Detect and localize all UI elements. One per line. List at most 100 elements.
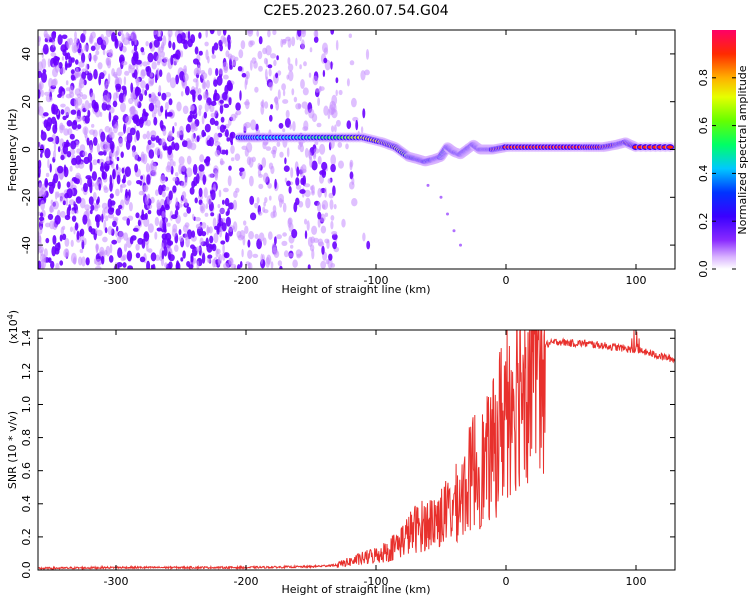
y-tick-label: 1.2 xyxy=(20,363,33,381)
noise-blob xyxy=(139,256,146,263)
noise-blob xyxy=(131,235,137,241)
noise-blob xyxy=(272,30,277,36)
noise-blob xyxy=(227,82,234,92)
noise-blob xyxy=(186,206,191,214)
noise-blob xyxy=(190,34,196,44)
noise-blob xyxy=(49,163,52,173)
snr-y-ticks: 0.0 0.2 0.4 0.6 0.8 1.0 1.2 1.4 xyxy=(20,330,675,579)
noise-blob xyxy=(223,103,230,108)
noise-blob xyxy=(161,210,166,218)
noise-blob xyxy=(310,236,316,244)
noise-blob xyxy=(230,113,237,122)
noise-blob xyxy=(154,147,161,156)
noise-blob xyxy=(52,104,59,115)
noise-blob xyxy=(70,69,75,75)
noise-blob xyxy=(59,124,66,131)
noise-blob xyxy=(135,212,140,219)
noise-blob xyxy=(70,109,77,115)
noise-blob xyxy=(274,96,279,105)
noise-blob xyxy=(241,72,247,78)
noise-blob xyxy=(60,103,66,108)
noise-blob xyxy=(213,42,219,51)
noise-blob xyxy=(175,197,178,207)
noise-blob xyxy=(227,208,230,216)
faint-branch-point xyxy=(446,212,449,216)
noise-blob xyxy=(115,89,119,99)
noise-blob xyxy=(147,52,154,63)
noise-blob xyxy=(223,262,230,269)
noise-blob xyxy=(269,114,273,122)
noise-blob xyxy=(321,161,328,171)
noise-blob xyxy=(147,248,153,253)
noise-blob xyxy=(62,233,67,240)
noise-blob xyxy=(96,143,100,154)
noise-blob xyxy=(341,218,346,228)
noise-blob xyxy=(195,223,202,229)
noise-blob xyxy=(87,217,90,228)
noise-blob xyxy=(91,123,95,128)
noise-blob xyxy=(123,94,126,103)
noise-blob xyxy=(210,101,217,106)
noise-blob xyxy=(232,58,237,66)
noise-blob xyxy=(229,57,232,69)
noise-blob xyxy=(332,241,337,250)
noise-blob xyxy=(52,200,59,210)
noise-blob xyxy=(203,187,208,199)
noise-blob xyxy=(277,260,283,267)
noise-blob xyxy=(198,108,202,117)
noise-blob xyxy=(38,216,45,221)
noise-blob xyxy=(125,188,128,199)
noise-blob xyxy=(291,36,296,47)
noise-blob xyxy=(150,130,157,138)
noise-blob xyxy=(273,59,277,67)
noise-blob xyxy=(366,240,371,250)
noise-blob xyxy=(143,232,148,239)
noise-blob xyxy=(109,181,113,192)
noise-blob xyxy=(94,54,97,64)
noise-blob xyxy=(201,72,208,80)
noise-blob xyxy=(192,93,196,103)
noise-blob xyxy=(304,107,309,115)
noise-blob xyxy=(327,108,331,120)
noise-blob xyxy=(56,191,60,199)
noise-blob xyxy=(227,175,232,187)
noise-blob xyxy=(61,34,68,40)
noise-blob xyxy=(181,181,187,188)
noise-blob xyxy=(78,77,85,89)
noise-blob xyxy=(159,221,163,229)
noise-blob xyxy=(84,204,91,211)
noise-blob xyxy=(105,156,111,165)
noise-blob xyxy=(66,206,71,218)
noise-blob xyxy=(132,149,135,158)
noise-blob xyxy=(180,257,184,262)
noise-blob xyxy=(317,211,322,220)
noise-blob xyxy=(120,102,126,113)
noise-blob xyxy=(170,55,174,66)
x-tick-label: -200 xyxy=(234,274,259,287)
noise-blob xyxy=(104,227,108,234)
x-tick-label: -300 xyxy=(104,274,129,287)
noise-blob xyxy=(171,141,176,151)
noise-blob xyxy=(62,115,67,121)
noise-blob xyxy=(40,200,45,211)
noise-blob xyxy=(164,217,168,224)
noise-blob xyxy=(51,79,57,87)
noise-blob xyxy=(107,226,113,235)
noise-blob xyxy=(311,225,318,235)
noise-blob xyxy=(67,128,73,136)
noise-blob xyxy=(309,47,313,53)
noise-blob xyxy=(237,264,241,269)
noise-blob xyxy=(185,85,190,96)
noise-blob xyxy=(295,103,302,110)
noise-blob xyxy=(214,120,219,126)
noise-blob xyxy=(148,80,154,87)
noise-blob xyxy=(172,125,175,134)
noise-blob xyxy=(83,182,88,193)
noise-blob xyxy=(302,87,309,96)
noise-blob xyxy=(71,42,78,54)
noise-blob xyxy=(349,159,354,168)
noise-blob xyxy=(48,184,54,195)
noise-blob xyxy=(189,187,195,195)
noise-blob xyxy=(51,133,57,144)
noise-blob xyxy=(69,199,75,206)
